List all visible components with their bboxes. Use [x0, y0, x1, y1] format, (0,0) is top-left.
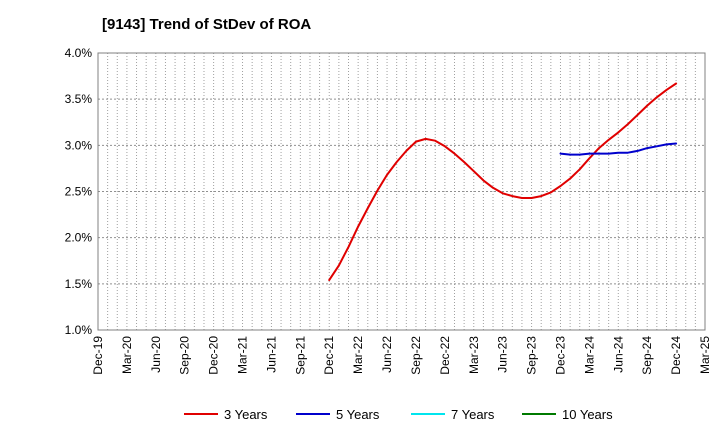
y-tick-label: 1.0% — [65, 323, 93, 337]
x-tick-label: Jun-23 — [496, 336, 510, 373]
x-tick-label: Jun-21 — [264, 336, 278, 373]
legend-label: 5 Years — [336, 407, 380, 422]
series-lines — [328, 82, 678, 282]
x-tick-label: Jun-22 — [380, 336, 394, 373]
x-axis-ticks: Dec-19 Mar-20 Jun-20 Sep-20 Dec-20 Mar-21 Jun-… — [91, 336, 712, 375]
x-tick-label: Dec-21 — [322, 336, 336, 375]
legend: 3 Years 5 Years 7 Years 10 Years — [184, 407, 613, 422]
x-tick-label: Mar-20 — [120, 336, 134, 374]
y-tick-label: 1.5% — [65, 277, 93, 291]
x-tick-label: Dec-20 — [207, 336, 221, 375]
x-tick-label: Sep-20 — [178, 336, 192, 375]
legend-label: 3 Years — [224, 407, 268, 422]
x-tick-label: Mar-23 — [467, 336, 481, 374]
x-tick-label: Dec-24 — [669, 336, 683, 375]
x-tick-label: Dec-19 — [91, 336, 105, 375]
x-tick-label: Sep-24 — [640, 336, 654, 375]
x-tick-label: Mar-24 — [582, 336, 596, 374]
y-tick-label: 3.5% — [65, 92, 93, 106]
x-tick-label: Mar-25 — [698, 336, 712, 374]
series-line-5-years — [559, 142, 678, 156]
grid-lines — [98, 53, 705, 330]
legend-label: 10 Years — [562, 407, 613, 422]
x-tick-label: Sep-21 — [293, 336, 307, 375]
x-tick-label: Mar-22 — [351, 336, 365, 374]
x-tick-label: Dec-23 — [553, 336, 567, 375]
x-tick-label: Jun-24 — [611, 336, 625, 373]
x-tick-label: Dec-22 — [438, 336, 452, 375]
x-tick-label: Sep-22 — [409, 336, 423, 375]
y-tick-label: 4.0% — [65, 46, 93, 60]
x-tick-label: Sep-23 — [525, 336, 539, 375]
y-tick-label: 2.0% — [65, 231, 93, 245]
legend-label: 7 Years — [451, 407, 495, 422]
x-tick-label: Mar-21 — [236, 336, 250, 374]
chart-title: [9143] Trend of StDev of ROA — [102, 16, 312, 33]
y-tick-label: 2.5% — [65, 185, 93, 199]
series-line-3-years — [328, 82, 678, 282]
x-tick-label: Jun-20 — [149, 336, 163, 373]
y-axis-ticks: 1.0% 1.5% 2.0% 2.5% 3.0% 3.5% 4.0% — [65, 46, 93, 337]
plot-area-frame — [97, 52, 706, 331]
y-tick-label: 3.0% — [65, 138, 93, 152]
